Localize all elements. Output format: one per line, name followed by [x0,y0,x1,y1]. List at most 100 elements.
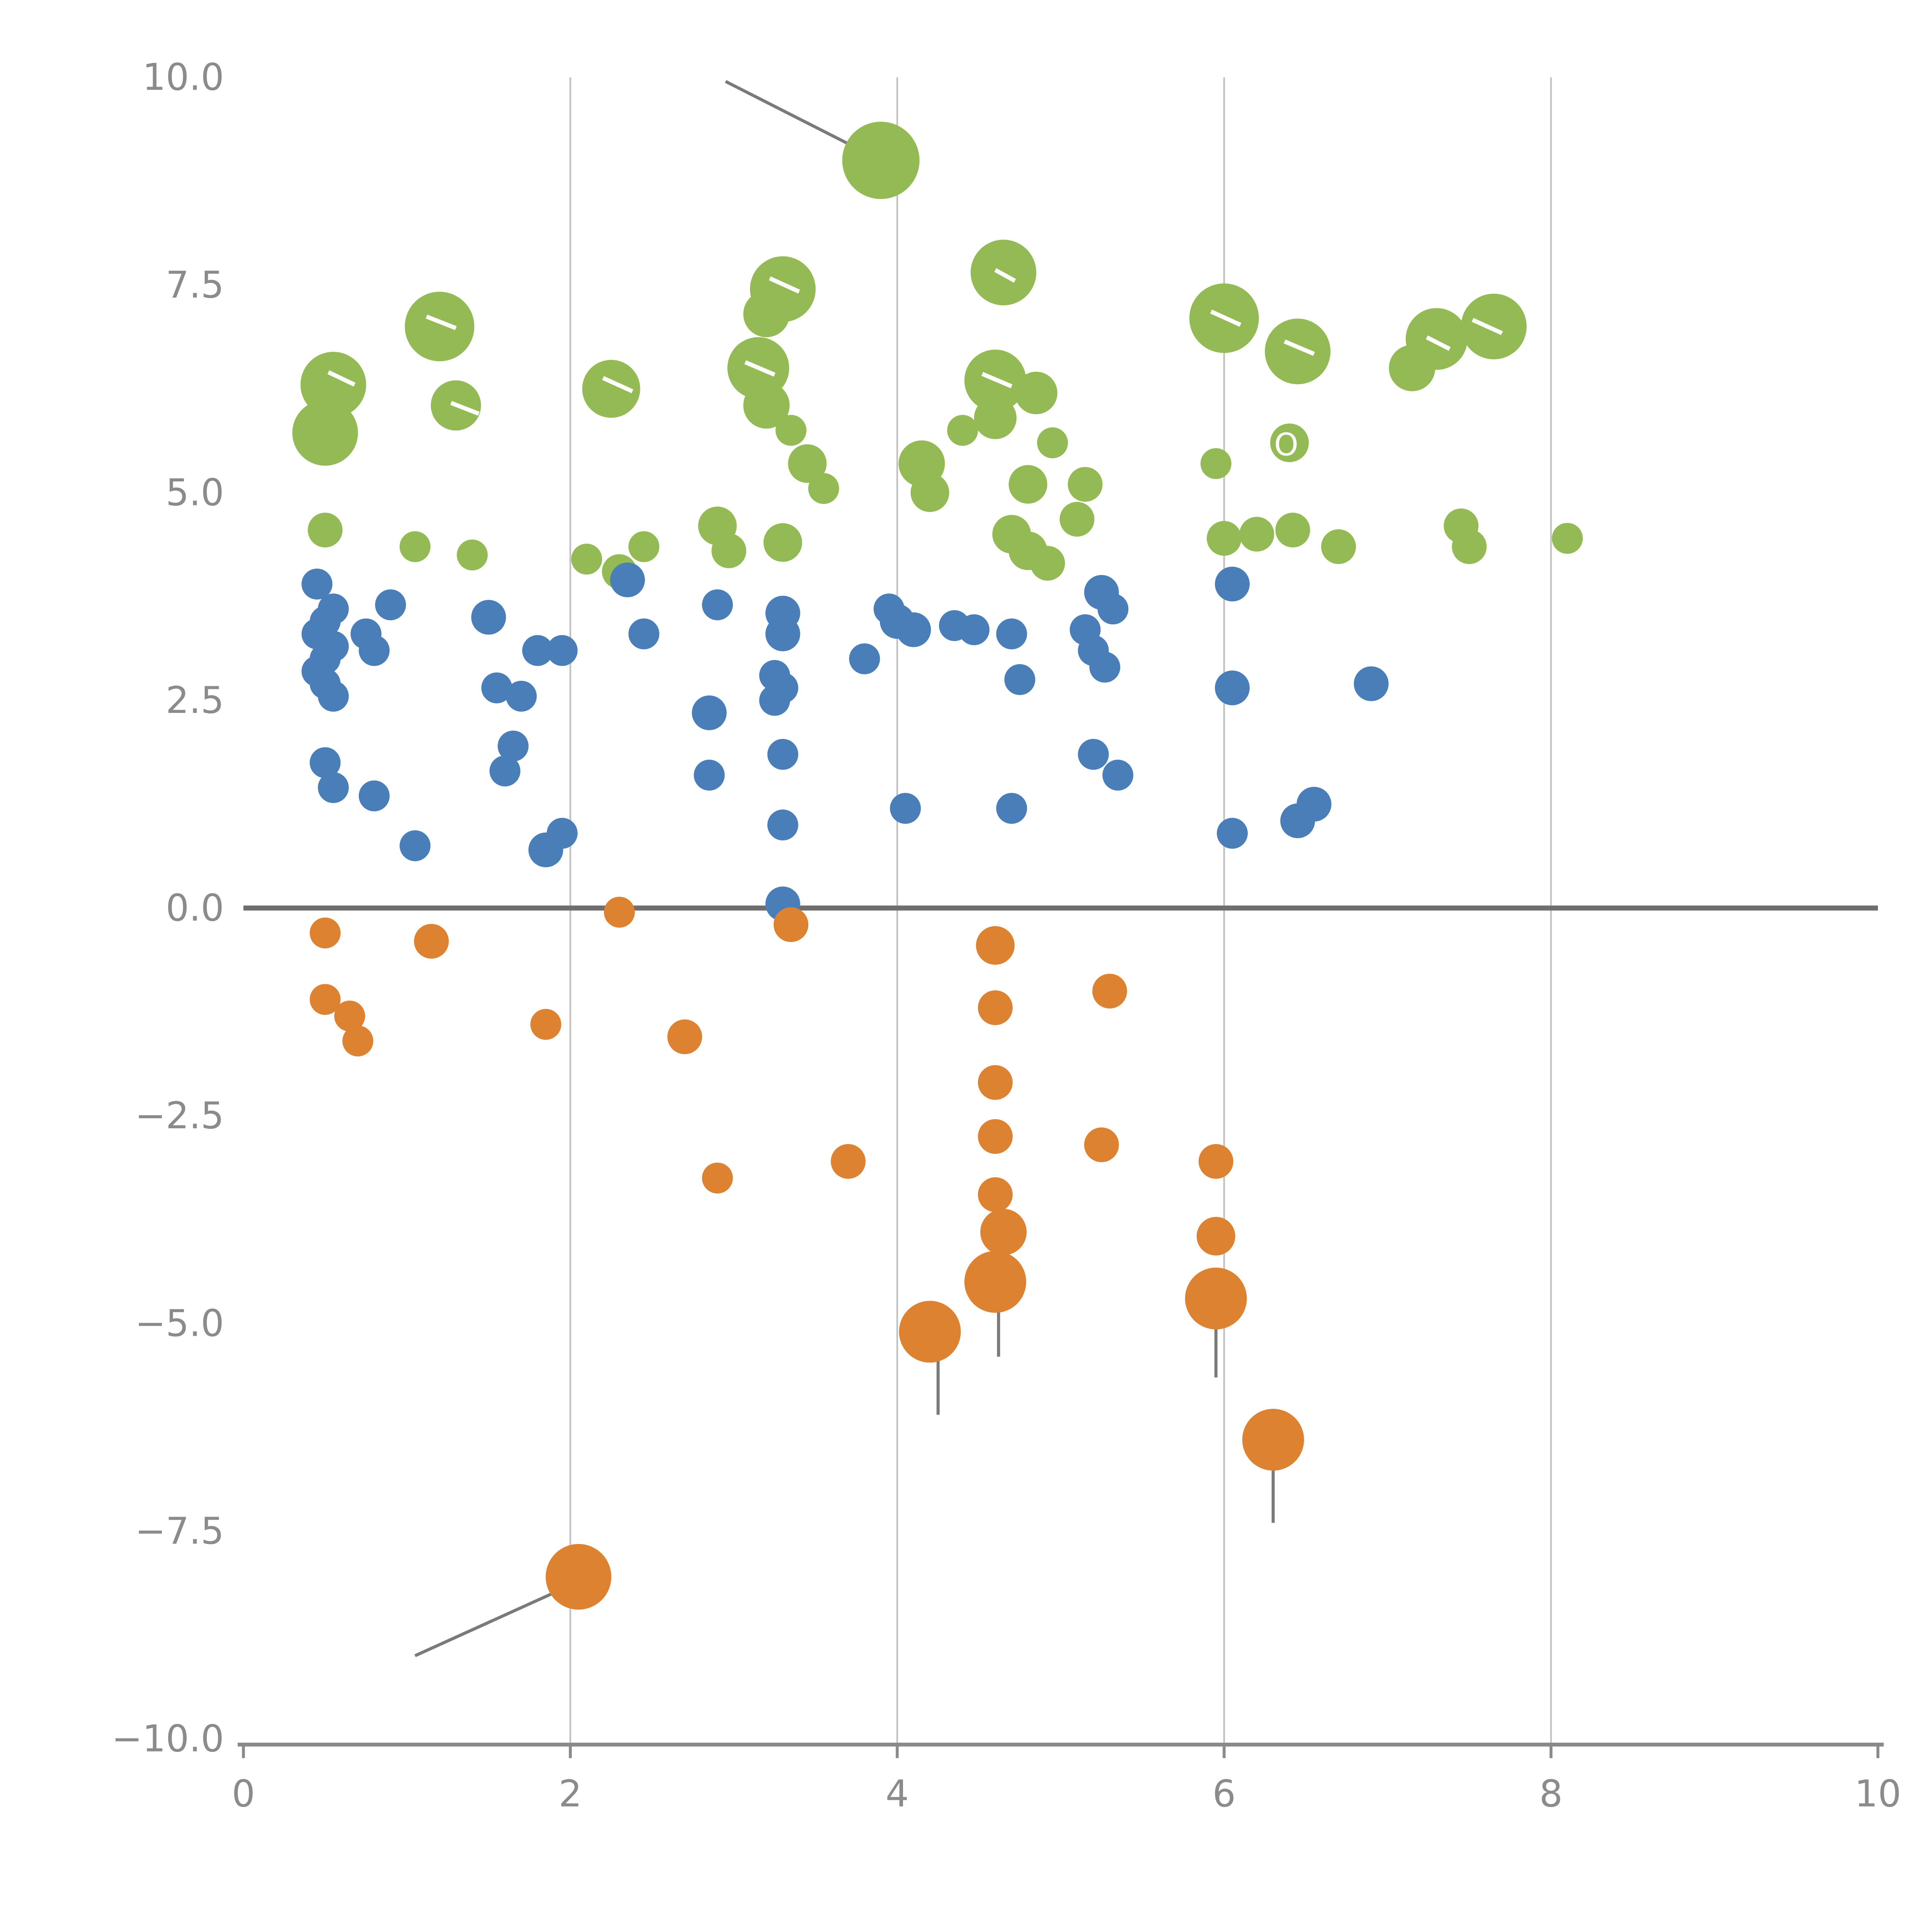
data-point-green [571,544,602,575]
white-annotation-mark [981,372,1013,388]
data-point-blue [694,760,725,791]
data-point-blue [1102,760,1134,791]
data-point-orange [702,1162,733,1194]
data-point-blue [546,635,578,666]
data-point-green [1207,521,1242,556]
data-point-green [308,512,343,548]
data-point-green [711,533,747,568]
data-point-blue [546,818,578,849]
data-point-orange [342,1026,374,1056]
data-point-green [788,444,827,483]
white-annotation-text: O [960,570,981,602]
data-point-green [457,539,488,571]
data-point-green [743,382,790,429]
data-point-orange [978,1065,1013,1100]
data-point-blue [767,810,798,840]
y-tick-label: −10.0 [112,1718,224,1760]
data-point-blue [1078,739,1109,770]
data-point-blue [1217,818,1248,849]
data-point-green [808,473,839,504]
data-point-orange [976,926,1015,965]
leader-line [725,80,862,152]
data-point-orange [978,990,1013,1025]
white-annotation-mark [1284,339,1315,356]
data-point-green [947,415,978,446]
data-point-blue [359,635,390,666]
data-point-blue [767,739,798,770]
x-tick-label: 8 [1539,1773,1563,1815]
data-point-green [1461,294,1527,359]
y-tick-label: 0.0 [166,887,224,930]
data-point-blue [958,614,990,645]
data-point-blue [310,747,341,778]
data-point-green [974,396,1017,439]
data-point-green [400,531,431,562]
data-point-orange [1196,1217,1235,1256]
data-point-green [1321,529,1356,564]
white-annotation-mark [744,360,776,377]
data-point-orange [530,1009,561,1040]
white-annotation-mark [769,276,800,294]
white-annotation-mark [602,376,634,393]
data-point-orange [978,1119,1013,1154]
data-point-green [582,360,640,418]
data-point-orange [334,1000,365,1032]
data-point-green [1068,467,1103,502]
data-point-orange [831,1144,866,1179]
data-point-orange [899,1301,961,1363]
data-point-blue [996,618,1027,650]
data-point-blue [1215,566,1250,602]
data-point-blue [765,616,800,651]
data-point-orange [546,1544,612,1610]
data-point-blue [301,568,333,600]
data-point-orange [1092,974,1127,1009]
x-tick-label: 4 [886,1773,909,1815]
data-point-blue [497,730,529,762]
data-point-blue [318,680,349,712]
data-point-blue [702,589,733,621]
y-tick-label: 7.5 [166,264,224,306]
white-annotation-text: E [1395,419,1419,464]
data-point-blue [318,772,349,803]
data-point-blue [1089,651,1121,683]
data-point-blue [890,793,921,824]
data-point-green [743,291,790,337]
data-point-blue [1097,594,1129,624]
y-tick-label: −2.5 [135,1095,224,1137]
data-point-green [1270,423,1309,462]
white-annotation-text: D [899,567,922,601]
data-point-blue [896,612,931,647]
data-point-blue [506,680,537,712]
data-point-green [842,122,920,199]
x-tick-label: 10 [1855,1773,1901,1815]
data-point-blue [692,695,727,730]
data-point-blue [1296,787,1332,822]
data-point-green [1452,529,1487,564]
leader-line [414,1586,566,1657]
x-tick-label: 6 [1213,1773,1236,1815]
data-point-green [1037,427,1068,458]
data-point-orange [310,984,341,1015]
data-point-green [1552,523,1583,554]
data-point-blue [471,600,506,635]
data-point-green [1389,345,1435,391]
data-point-orange [604,896,635,928]
data-point-green [1200,448,1231,479]
white-annotation-mark [1210,310,1242,327]
data-point-blue [375,589,406,621]
data-point-orange [1185,1267,1247,1330]
data-point-green [776,415,807,446]
data-point-orange [414,924,449,959]
white-annotation-mark [1471,318,1503,335]
data-point-green [292,400,358,466]
white-annotation-mark [425,315,457,330]
data-point-green [763,523,802,562]
data-point-blue [359,780,390,811]
data-point-orange [978,1177,1013,1212]
data-point-orange [1084,1127,1119,1162]
data-point-orange [667,1019,702,1054]
x-tick-label: 0 [232,1773,255,1815]
x-tick-label: 2 [559,1773,582,1815]
white-annotation-mark [994,268,1016,283]
